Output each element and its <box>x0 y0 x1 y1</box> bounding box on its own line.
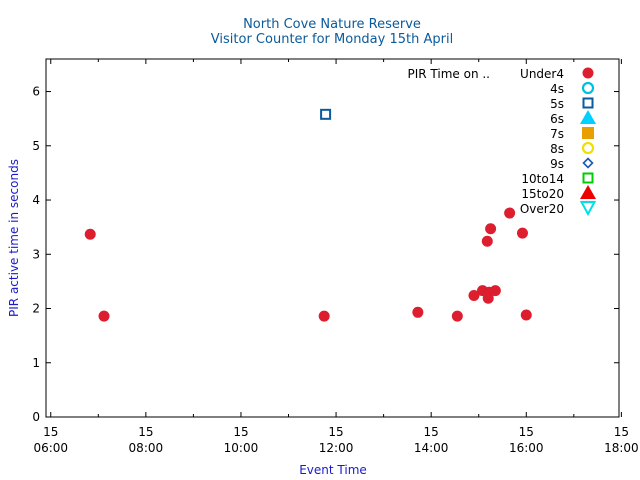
x-tick-time: 16:00 <box>509 441 544 455</box>
y-axis: 0 1 2 3 4 5 6 <box>32 85 619 424</box>
data-point-under4 <box>84 228 96 240</box>
legend-label: 9s <box>550 157 564 171</box>
legend-marker <box>580 110 596 124</box>
x-tick-time: 08:00 <box>129 441 164 455</box>
y-tick-label: 5 <box>32 139 40 153</box>
legend-label: 15to20 <box>521 187 564 201</box>
x-tick-time: 06:00 <box>33 441 68 455</box>
data-point-under4 <box>504 207 516 219</box>
legend-marker <box>582 67 594 79</box>
data-point-under4 <box>485 223 497 235</box>
legend-title: PIR Time on .. <box>408 67 491 81</box>
legend-marker <box>580 185 596 199</box>
y-tick-label: 0 <box>32 410 40 424</box>
data-point-under4 <box>98 310 110 322</box>
legend-label: Over20 <box>520 202 564 216</box>
legend-marker <box>581 141 595 155</box>
x-tick-time: 14:00 <box>414 441 449 455</box>
y-tick-label: 3 <box>32 247 40 261</box>
legend-marker <box>579 201 597 217</box>
legend-label: Under4 <box>520 67 564 81</box>
x-tick-day: 15 <box>519 425 534 439</box>
x-tick-day: 15 <box>43 425 58 439</box>
data-point-under4 <box>489 285 501 297</box>
y-tick-label: 2 <box>32 302 40 316</box>
x-axis-label: Event Time <box>299 463 367 477</box>
chart-title: North Cove Nature Reserve <box>243 17 421 32</box>
legend-label: 4s <box>550 82 564 96</box>
legend-label: 7s <box>550 127 564 141</box>
chart-subtitle: Visitor Counter for Monday 15th April <box>211 32 453 47</box>
legend-label: 8s <box>550 142 564 156</box>
data-point-under4 <box>520 309 532 321</box>
data-point-under4 <box>516 227 528 239</box>
x-tick-day: 15 <box>424 425 439 439</box>
data-point-under4 <box>481 235 493 247</box>
legend-marker <box>582 172 594 184</box>
x-tick-day: 15 <box>328 425 343 439</box>
legend-marker <box>582 97 594 109</box>
x-tick-day: 15 <box>233 425 248 439</box>
legend: PIR Time on .. Under44s5s6s7s8s9s10to141… <box>408 67 597 217</box>
data-point-under4 <box>468 289 480 301</box>
data-point-under4 <box>318 310 330 322</box>
plot-area <box>45 58 620 418</box>
legend-label: 5s <box>550 97 564 111</box>
y-tick-label: 6 <box>32 85 40 99</box>
data-point-under4 <box>412 306 424 318</box>
data-point-under4 <box>451 310 463 322</box>
x-axis: 1506:001508:001510:001512:001514:001516:… <box>33 59 639 455</box>
data-point-5s <box>320 108 332 120</box>
y-tick-label: 4 <box>32 193 40 207</box>
x-tick-time: 18:00 <box>604 441 639 455</box>
legend-marker <box>582 127 594 139</box>
legend-marker <box>582 157 594 169</box>
x-tick-time: 12:00 <box>319 441 354 455</box>
legend-label: 6s <box>550 112 564 126</box>
data-points <box>84 108 532 322</box>
x-tick-time: 10:00 <box>224 441 259 455</box>
legend-marker <box>581 81 595 95</box>
y-tick-label: 1 <box>32 356 40 370</box>
x-tick-day: 15 <box>138 425 153 439</box>
legend-label: 10to14 <box>521 172 564 186</box>
x-tick-day: 15 <box>614 425 629 439</box>
y-axis-label: PIR active time in seconds <box>7 159 21 317</box>
